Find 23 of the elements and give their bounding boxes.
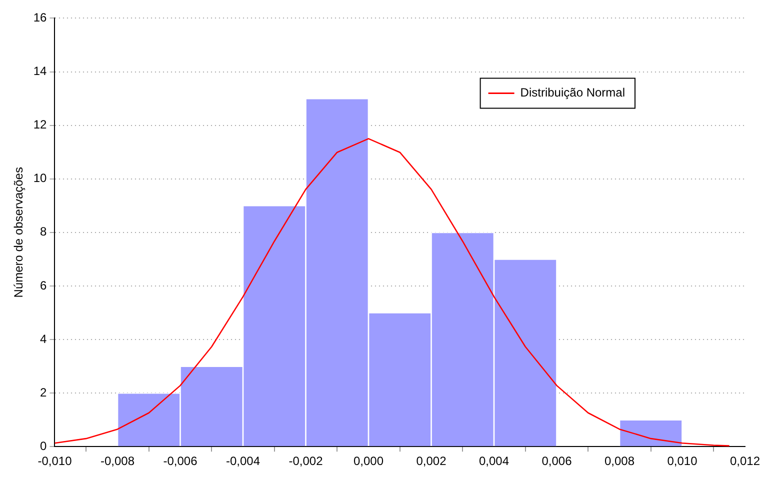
x-tick-label: 0,004 <box>478 454 510 468</box>
x-tick-label: 0,006 <box>542 454 572 468</box>
y-tick-label: 0 <box>40 438 48 453</box>
y-tick-label: 14 <box>33 64 48 78</box>
x-tick-label: -0,006 <box>163 454 198 468</box>
x-tick-label: -0,002 <box>288 454 324 468</box>
x-tick-label: -0,008 <box>100 454 135 468</box>
legend-label: Distribuição Normal <box>520 86 626 100</box>
x-tick-label: -0,010 <box>38 454 72 468</box>
x-tick-label: -0,004 <box>226 454 260 468</box>
y-tick-label: 2 <box>40 385 48 400</box>
y-axis-title: Número de observações <box>12 167 26 298</box>
x-tick-label: 0,010 <box>667 454 698 468</box>
y-tick-label: 8 <box>40 224 48 239</box>
y-tick-label: 12 <box>33 118 48 132</box>
y-tick-label: 16 <box>33 10 48 25</box>
y-tick-label: 10 <box>33 171 48 186</box>
x-tick-label: 0,000 <box>353 454 384 468</box>
y-tick-label: 6 <box>40 278 48 292</box>
x-tick-label: 0,008 <box>604 454 635 468</box>
x-tick-label: 0,002 <box>416 454 447 468</box>
x-tick-label: 0,012 <box>730 454 760 468</box>
y-tick-label: 4 <box>40 332 48 346</box>
